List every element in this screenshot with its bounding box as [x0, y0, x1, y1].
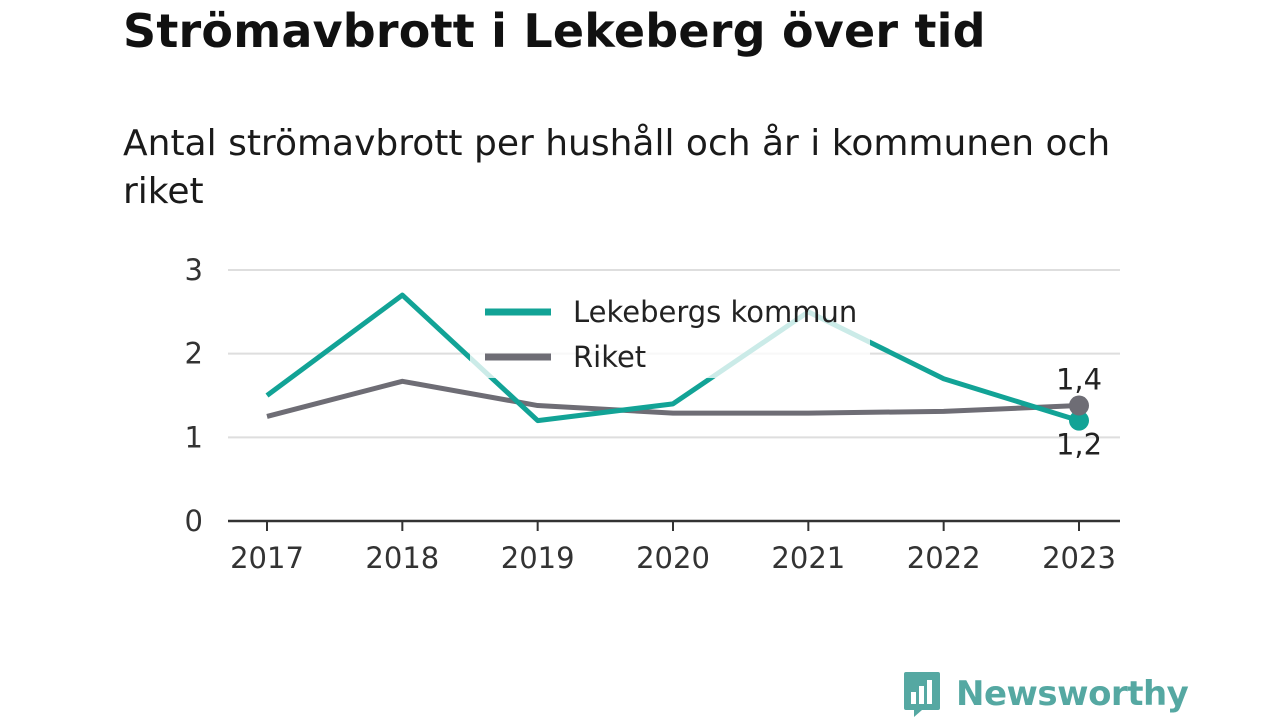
chart-subtitle: Antal strömavbrott per hushåll och år i … [123, 123, 1111, 212]
end-point-marker [1069, 410, 1089, 431]
y-tick-label: 0 [185, 504, 203, 538]
end-value-label: 1,4 [1056, 363, 1102, 397]
legend-backdrop [470, 290, 870, 378]
x-tick-label: 2018 [365, 541, 439, 575]
end-value-label: 1,2 [1056, 428, 1102, 462]
legend-label: Lekebergs kommun [573, 295, 857, 329]
legend-label: Riket [573, 340, 646, 374]
x-tick-label: 2019 [501, 541, 575, 575]
x-tick-label: 2020 [636, 541, 710, 575]
legend: Lekebergs kommun Riket [470, 290, 870, 378]
series-line [266, 378, 1080, 419]
y-tick-label: 2 [185, 337, 203, 371]
y-tick-label: 1 [185, 420, 203, 454]
series-layer [265, 292, 1080, 424]
axis-layer: 0 1 2 3 2017 2018 2019 2020 2021 2022 2023 [185, 253, 1120, 575]
newsworthy-logo: Newsworthy [902, 670, 1189, 718]
y-tick-label: 3 [185, 253, 203, 287]
x-tick-label: 2022 [907, 541, 981, 575]
brand-name: Newsworthy [956, 674, 1189, 714]
x-tick-label: 2023 [1042, 541, 1116, 575]
end-point-marker [1069, 395, 1089, 416]
x-tick-label: 2021 [771, 541, 845, 575]
x-tick-label: 2017 [230, 541, 304, 575]
series-line [265, 292, 1080, 424]
data-label-layer: 1,2 1,4 [1056, 363, 1102, 462]
chart-title: Strömavbrott i Lekeberg över tid [123, 4, 986, 58]
newsworthy-bar-chart-icon [904, 672, 940, 717]
